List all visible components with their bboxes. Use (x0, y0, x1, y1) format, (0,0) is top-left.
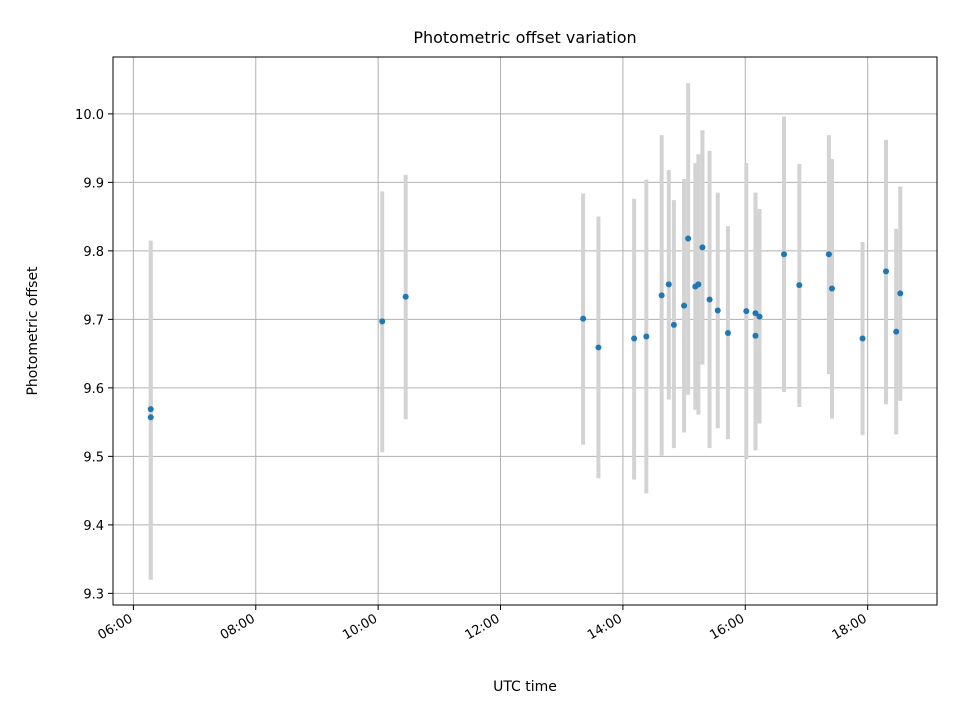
data-point (883, 268, 890, 275)
plot-frame (112, 56, 938, 606)
data-point (595, 344, 602, 351)
data-point (825, 251, 832, 258)
x-tick-label: 16:00 (707, 611, 747, 643)
x-tick-label: 18:00 (830, 611, 870, 643)
y-tick-label: 9.5 (83, 450, 104, 465)
data-point (379, 318, 386, 325)
y-tick-label: 9.9 (83, 176, 104, 191)
data-point (897, 290, 904, 297)
data-point (859, 335, 866, 342)
data-points (147, 235, 904, 421)
x-tick-label: 08:00 (218, 611, 258, 643)
data-point (665, 281, 672, 288)
data-point (580, 315, 587, 322)
data-point (752, 332, 759, 339)
y-tick-label: 10.0 (75, 108, 104, 123)
x-tick-label: 14:00 (585, 611, 625, 643)
y-tick-label: 9.8 (83, 245, 104, 260)
y-tick-label: 9.4 (83, 519, 104, 534)
data-point (685, 235, 692, 242)
data-point (743, 308, 750, 315)
data-point (706, 296, 713, 303)
data-point (631, 335, 638, 342)
data-point (828, 285, 835, 292)
y-tick-label: 9.6 (83, 382, 104, 397)
data-point (643, 333, 650, 340)
y-axis: 9.3 9.4 9.5 9.6 9.7 9.8 9.9 10.0 (75, 108, 113, 602)
chart-title: Photometric offset variation (413, 28, 636, 47)
data-point (695, 281, 702, 288)
data-point (781, 251, 788, 258)
data-point (796, 282, 803, 289)
grid (113, 57, 937, 605)
data-point (724, 330, 731, 337)
x-tick-label: 12:00 (463, 611, 503, 643)
x-axis: 06:00 08:00 10:00 12:00 14:00 16:00 18:00 (95, 605, 870, 643)
data-point (752, 310, 759, 317)
y-axis-label: Photometric offset (25, 266, 41, 396)
error-bars (148, 83, 903, 580)
x-tick-label: 06:00 (95, 611, 135, 643)
data-point (402, 293, 409, 300)
y-tick-label: 9.3 (83, 587, 104, 602)
data-point (658, 292, 665, 299)
data-point (670, 321, 677, 328)
data-point (714, 307, 721, 314)
data-point (699, 244, 706, 251)
data-point (681, 302, 688, 309)
data-point (147, 406, 154, 413)
y-tick-label: 9.7 (83, 313, 104, 328)
data-point (756, 313, 763, 320)
x-axis-label: UTC time (493, 679, 557, 695)
x-tick-label: 10:00 (340, 611, 380, 643)
data-point (147, 414, 154, 421)
data-point (893, 328, 900, 335)
